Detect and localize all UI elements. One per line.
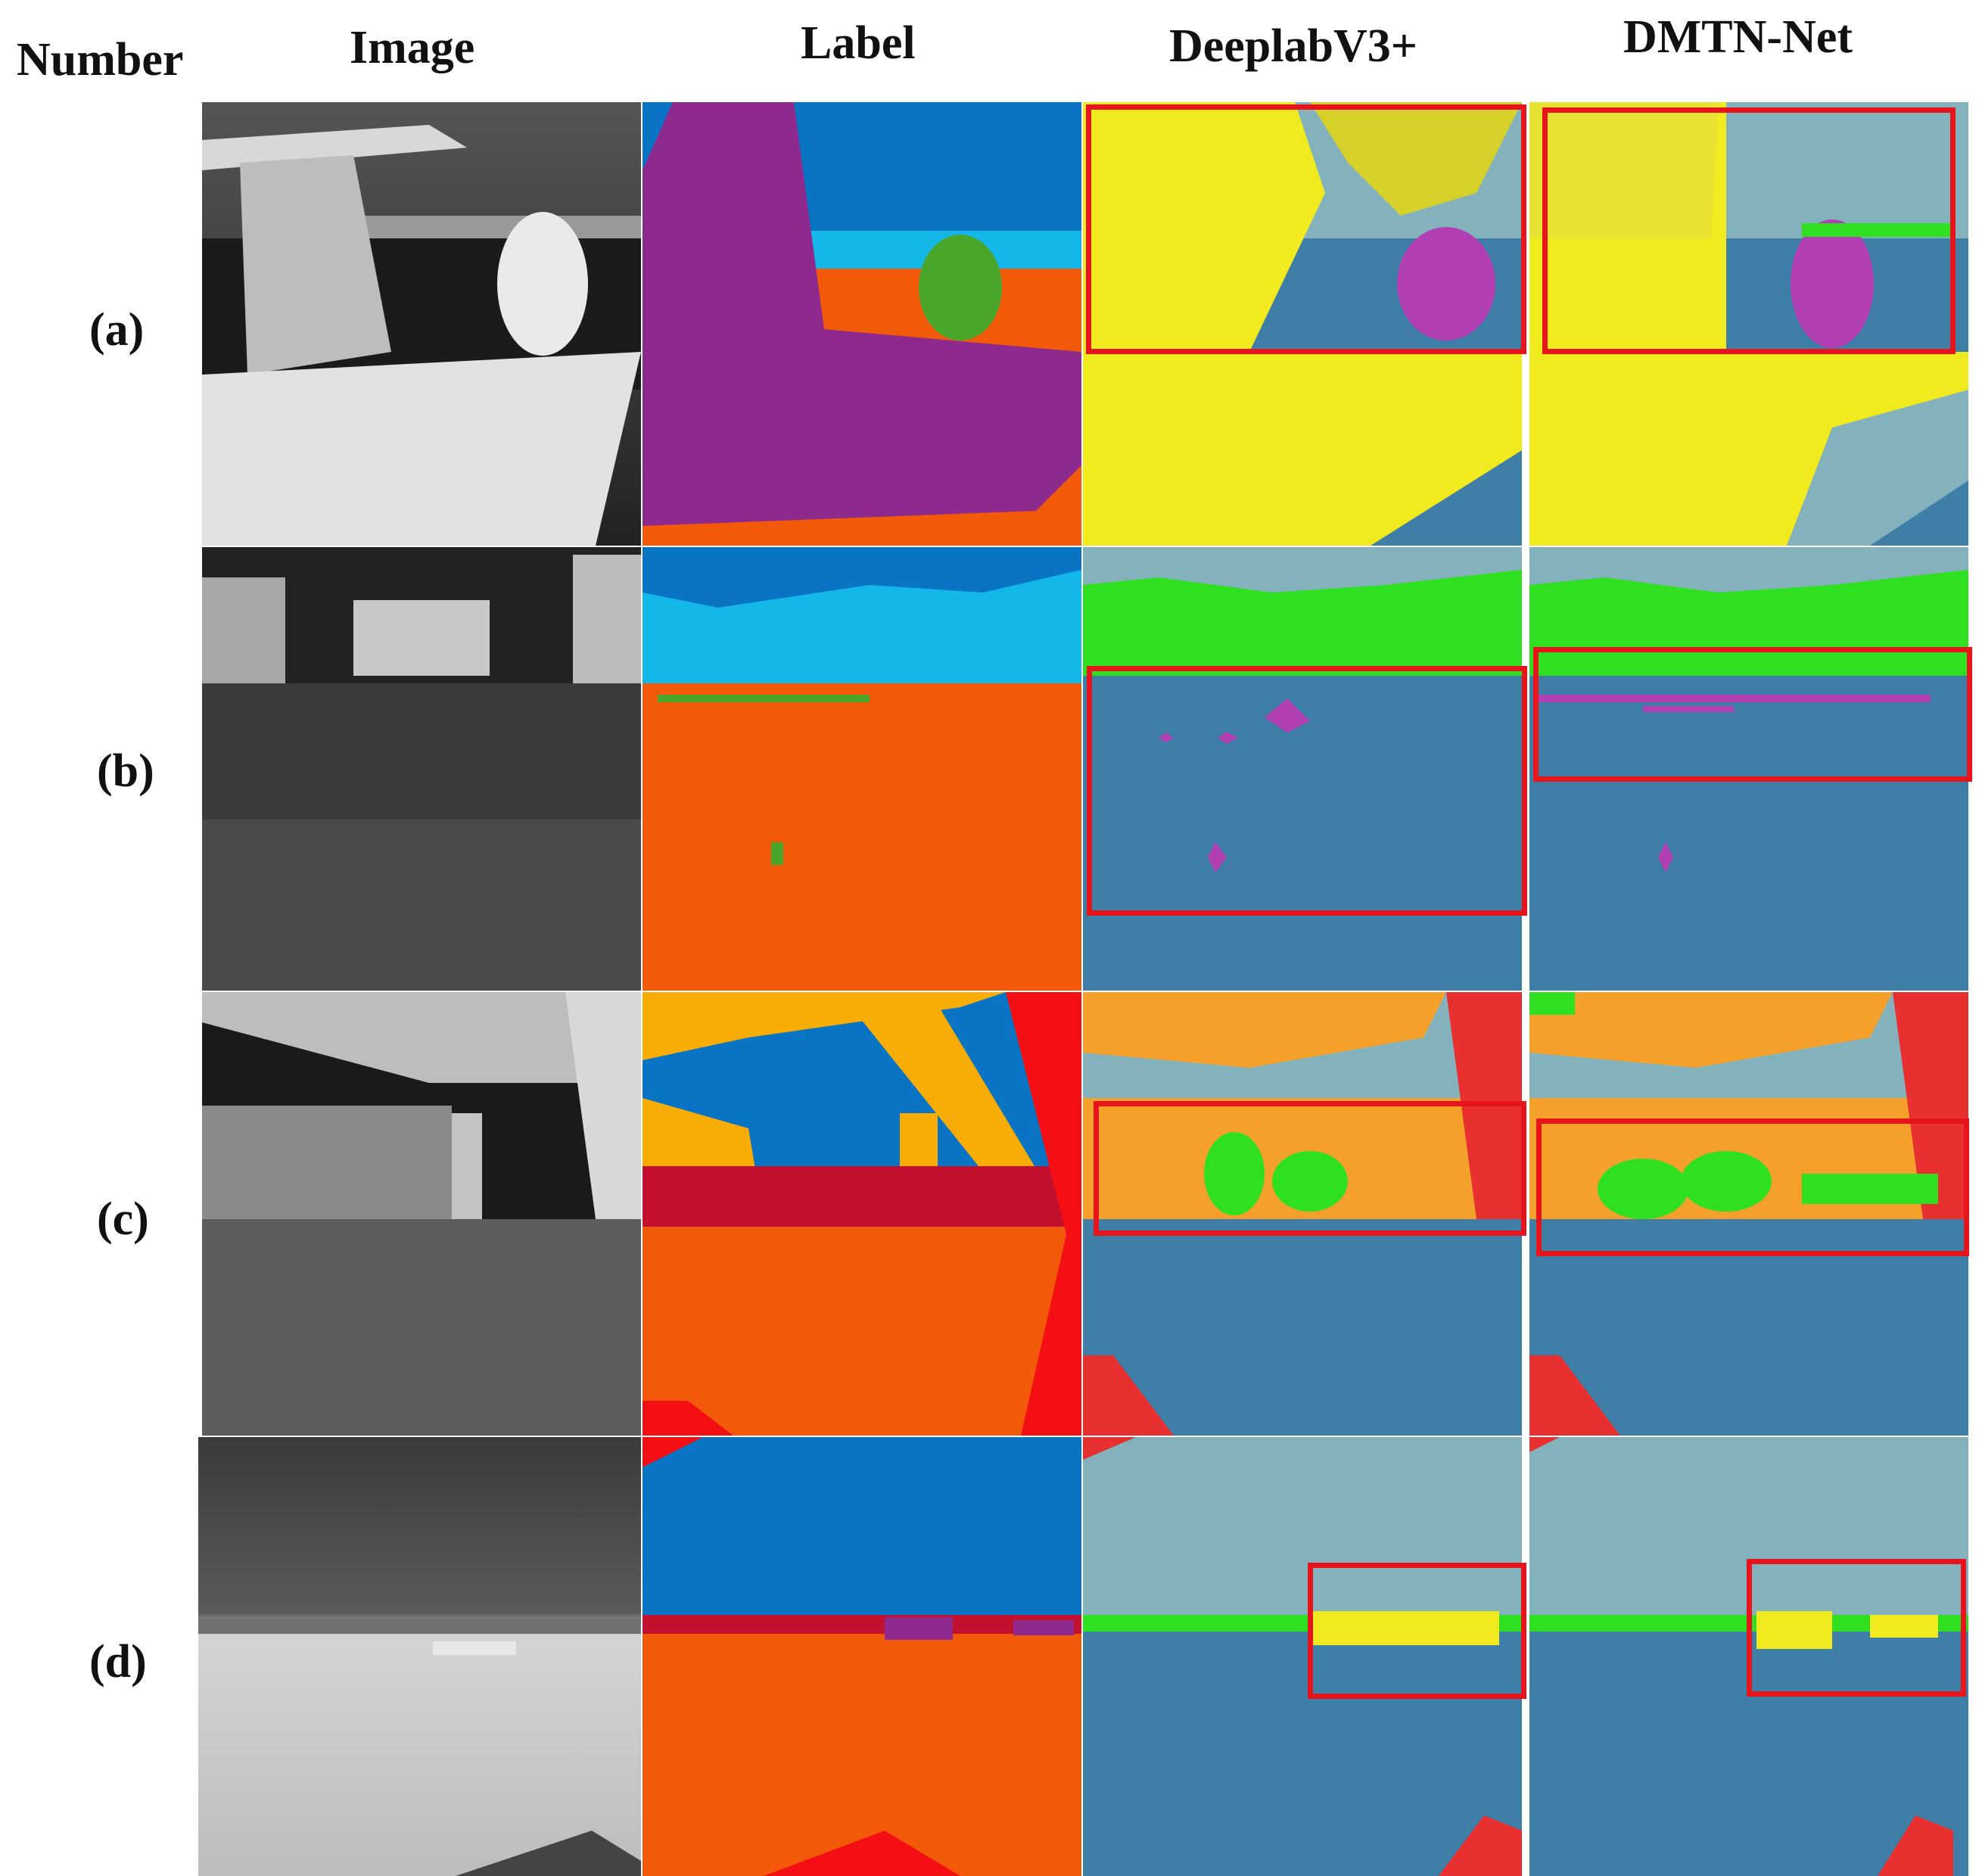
highlight-box-deeplab-c (1094, 1101, 1526, 1236)
row-label-b: (b) (97, 745, 154, 797)
row-label-a: (a) (89, 304, 145, 356)
highlight-box-deeplab-d (1308, 1563, 1526, 1699)
highlight-box-deeplab-b (1087, 666, 1527, 916)
header-deeplab: DeeplabV3+ (1169, 20, 1418, 72)
deeplab-prediction-b (1083, 547, 1522, 991)
header-number: Number (17, 34, 184, 86)
deeplab-prediction-a (1083, 102, 1522, 546)
thermal-image-c (202, 992, 641, 1436)
highlight-box-dmtn-a (1542, 107, 1956, 354)
highlight-box-dmtn-c (1536, 1118, 1969, 1256)
dmtn-prediction-a (1529, 102, 1968, 546)
header-label: Label (801, 17, 916, 69)
label-map-d (643, 1437, 1081, 1876)
label-map-b (643, 547, 1081, 991)
thermal-image-d (198, 1437, 641, 1876)
thermal-image-b (202, 547, 641, 991)
label-map-a (643, 102, 1081, 546)
dmtn-prediction-c (1529, 992, 1968, 1436)
header-dmtn: DMTN-Net (1623, 11, 1853, 63)
header-image: Image (350, 22, 475, 73)
dmtn-prediction-b (1529, 547, 1968, 991)
label-map-c (643, 992, 1081, 1436)
highlight-box-deeplab-a (1086, 104, 1526, 354)
deeplab-prediction-d (1083, 1437, 1522, 1876)
highlight-box-dmtn-b (1533, 647, 1972, 782)
row-label-c: (c) (97, 1193, 149, 1245)
highlight-box-dmtn-d (1747, 1559, 1966, 1697)
thermal-image-a (202, 102, 641, 546)
row-label-d: (d) (89, 1636, 147, 1688)
